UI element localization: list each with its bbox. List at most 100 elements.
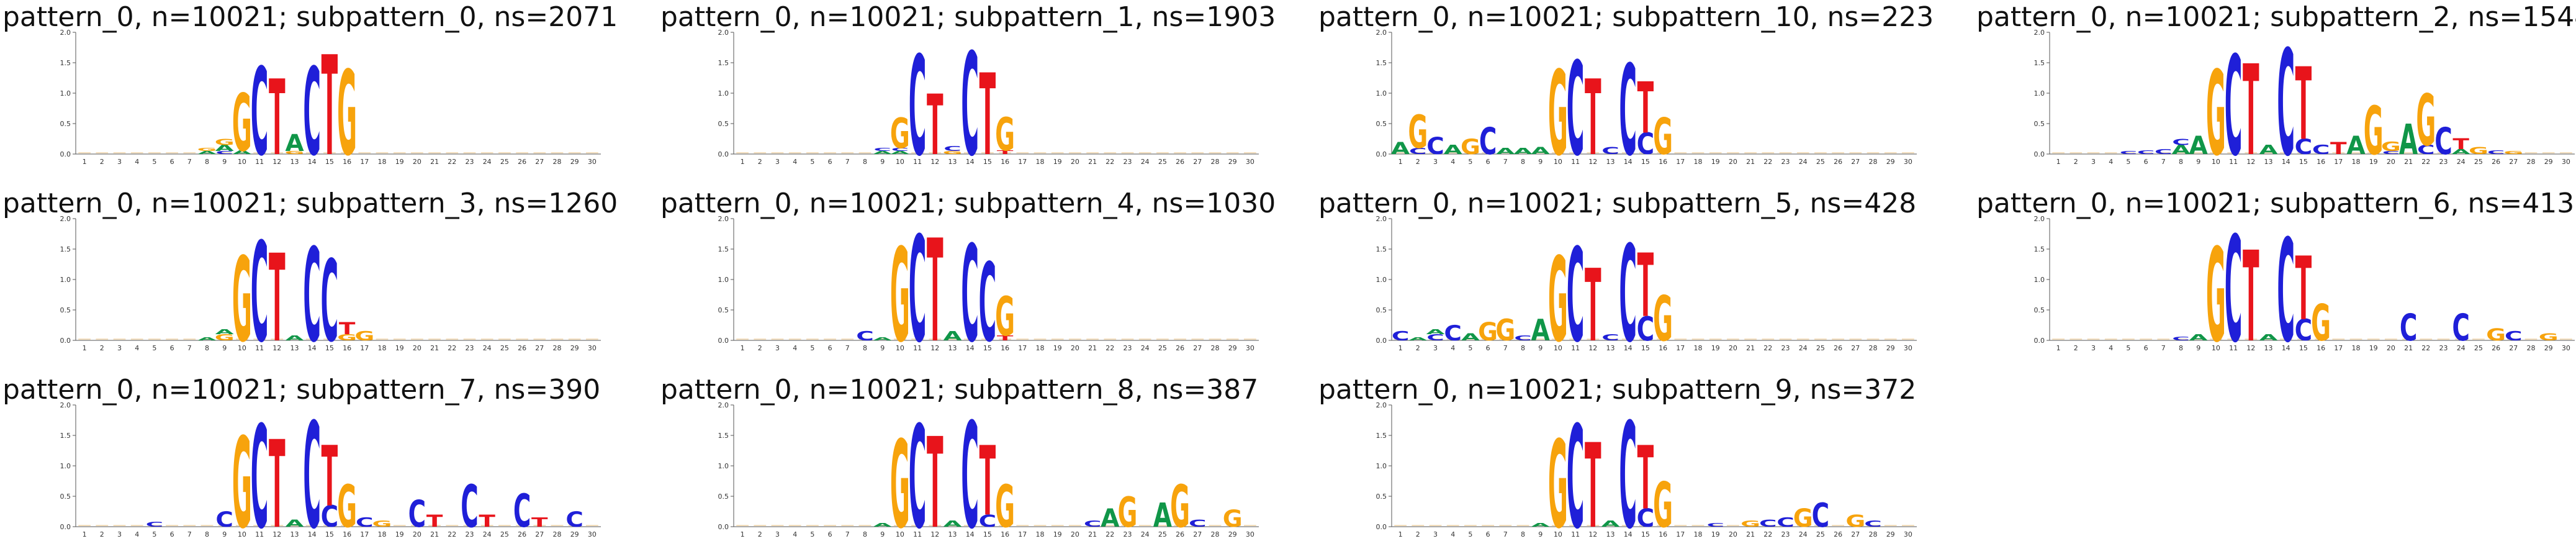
svg-text:G: G <box>337 473 357 540</box>
baseline-mark <box>1086 339 1099 340</box>
x-tick-label: 19 <box>395 158 404 166</box>
svg-text:A: A <box>1391 139 1410 158</box>
letter-C: C <box>891 147 909 152</box>
baseline-mark <box>2087 339 2100 340</box>
x-tick-label: 11 <box>255 158 264 166</box>
baseline-mark <box>1499 339 1512 340</box>
y-tick-label: 0.5 <box>1376 120 1387 128</box>
letter-G: G <box>1478 317 1498 347</box>
baseline-mark <box>551 339 564 340</box>
baseline-mark <box>1156 525 1169 526</box>
letter-A: A <box>1531 314 1551 348</box>
x-tick-label: 20 <box>2387 344 2395 352</box>
baseline-mark <box>533 525 546 526</box>
svg-text:C: C <box>513 484 531 537</box>
baseline-mark <box>2315 152 2327 153</box>
svg-text:T: T <box>927 211 943 373</box>
baseline-mark <box>1779 152 1792 153</box>
baseline-mark <box>2472 152 2485 153</box>
x-tick-label: 29 <box>2544 344 2553 352</box>
letter-C: C <box>979 511 997 530</box>
baseline-mark <box>480 525 493 526</box>
letter-A: A <box>1101 504 1120 533</box>
x-tick-label: 29 <box>1228 344 1237 352</box>
x-tick-label: 12 <box>272 530 281 539</box>
baseline-mark <box>498 152 511 153</box>
baseline-mark <box>1174 339 1186 340</box>
baseline-mark <box>2490 339 2502 340</box>
letter-A: A <box>943 519 962 529</box>
y-tick-label: 0.5 <box>60 493 71 501</box>
baseline-mark <box>1412 525 1425 526</box>
letter-T: T <box>927 412 943 557</box>
svg-text:C: C <box>303 391 321 559</box>
baseline-mark <box>2297 339 2310 340</box>
letter-A: A <box>2259 333 2278 343</box>
x-tick-label: 28 <box>2527 344 2536 352</box>
svg-text:C: C <box>943 145 961 152</box>
x-tick-label: 4 <box>793 530 797 539</box>
baseline-mark <box>376 152 389 153</box>
letter-A: A <box>1513 147 1533 157</box>
x-tick-label: 14 <box>2282 344 2290 352</box>
svg-text:T: T <box>322 28 338 186</box>
baseline-mark <box>981 152 994 153</box>
letter-C: C <box>943 145 961 152</box>
baseline-mark <box>1482 339 1494 340</box>
baseline-mark <box>1412 152 1425 153</box>
x-tick-label: 15 <box>983 530 992 539</box>
y-tick-label: 0.5 <box>60 120 71 128</box>
baseline-mark <box>2245 152 2258 153</box>
x-tick-label: 8 <box>2179 344 2183 352</box>
svg-text:C: C <box>2312 143 2330 157</box>
baseline-mark <box>2420 152 2433 153</box>
baseline-mark <box>911 339 924 340</box>
baseline-mark <box>411 525 423 526</box>
baseline-mark <box>824 339 836 340</box>
baseline-mark <box>841 152 854 153</box>
svg-text:C: C <box>2505 329 2523 343</box>
baseline-mark <box>911 152 924 153</box>
y-tick-label: 1.0 <box>1376 89 1387 98</box>
x-tick-label: 28 <box>553 158 562 166</box>
logo-svg: 0.00.51.01.52.01 2 3 4 5 6 7 8 9 10 11 12 13 14 15 16 17… <box>1376 29 1917 185</box>
letter-A: A <box>891 150 910 155</box>
x-tick-label: 21 <box>1746 344 1755 352</box>
x-tick-label: 8 <box>2179 158 2183 166</box>
svg-text:T: T <box>1585 57 1601 179</box>
logo-svg: 0.00.51.01.52.01 2 3 4 5 6 7 8 9 10 11 12 13 14 15 16 17… <box>2034 19 2575 186</box>
svg-text:C: C <box>303 42 321 183</box>
y-tick-label: 2.0 <box>2034 29 2045 37</box>
y-tick-label: 2.0 <box>1376 215 1387 223</box>
baseline-mark <box>2402 152 2415 153</box>
baseline-mark <box>148 152 161 153</box>
svg-text:A: A <box>1496 147 1515 157</box>
svg-text:C: C <box>1444 321 1462 346</box>
x-tick-label: 19 <box>395 530 404 539</box>
x-tick-label: 20 <box>413 344 421 352</box>
baseline-mark <box>533 339 546 340</box>
svg-text:A: A <box>943 329 961 343</box>
x-tick-label: 12 <box>930 344 939 352</box>
letter-C: C <box>1812 497 1830 535</box>
svg-text:G: G <box>1548 47 1568 181</box>
svg-text:C: C <box>1567 397 1585 559</box>
y-tick-label: 0.5 <box>718 493 729 501</box>
baseline-mark <box>96 525 109 526</box>
x-tick-label: 19 <box>395 344 404 352</box>
x-tick-label: 24 <box>483 530 492 539</box>
x-tick-label: 22 <box>1763 344 1772 352</box>
x-tick-label: 13 <box>948 530 957 539</box>
letter-T: T <box>269 415 286 555</box>
x-tick-label: 28 <box>553 344 562 352</box>
chart-title: pattern_0, n=10021; subpattern_5, ns=428 <box>1318 188 1917 219</box>
x-tick-label: 19 <box>2369 344 2378 352</box>
baseline-mark <box>1138 525 1151 526</box>
svg-text:G: G <box>232 78 252 170</box>
svg-text:G: G <box>2539 331 2559 343</box>
x-tick-label: 18 <box>1036 530 1045 539</box>
baseline-mark <box>1727 152 1739 153</box>
svg-text:C: C <box>1864 519 1882 529</box>
x-tick-label: 19 <box>1711 344 1720 352</box>
x-tick-label: 21 <box>430 158 439 166</box>
